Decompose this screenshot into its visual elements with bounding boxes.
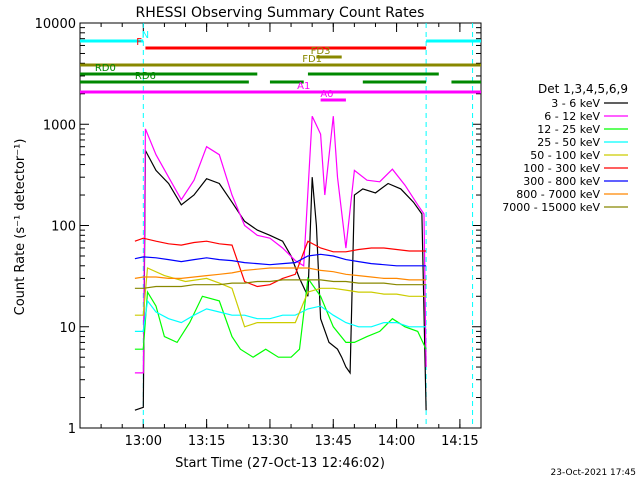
flag-label-fd3: FD3 — [311, 46, 331, 57]
x-tick-label-4: 14:00 — [378, 434, 415, 449]
flag-label-fd1: FD1 — [302, 54, 322, 65]
flag-label-rd0: RD0 — [95, 63, 116, 74]
legend-label-7: 800 - 7000 keV — [516, 188, 600, 201]
x-tick-label-0: 13:00 — [125, 434, 162, 449]
flag-label-a0: A0 — [320, 89, 333, 100]
flag-label-n: N — [142, 30, 149, 41]
series-line-0 — [134, 150, 427, 411]
legend-label-3: 25 - 50 keV — [537, 136, 600, 149]
y-tick-label-0: 1 — [68, 422, 76, 437]
flag-label-rd6: RD6 — [135, 71, 156, 82]
y-tick-label-4: 10000 — [35, 17, 76, 32]
y-tick-label-1: 10 — [59, 321, 76, 336]
y-tick-label-3: 1000 — [43, 118, 76, 133]
series-line-5 — [134, 237, 427, 288]
x-tick-label-3: 13:45 — [315, 434, 352, 449]
series-line-2 — [134, 276, 427, 358]
series-line-8 — [134, 279, 427, 289]
legend-label-2: 12 - 25 keV — [537, 123, 600, 136]
legend-title: Det 1,3,4,5,6,9 — [538, 82, 628, 96]
x-tick-label-5: 14:15 — [441, 434, 478, 449]
flag-label-a1: A1 — [297, 81, 310, 92]
legend-label-1: 6 - 12 keV — [544, 110, 600, 123]
y-tick-label-2: 100 — [51, 220, 76, 235]
chart-title: RHESSI Observing Summary Count Rates — [136, 5, 425, 21]
series-line-7 — [134, 267, 427, 281]
legend-label-8: 7000 - 15000 keV — [502, 201, 600, 214]
series-line-6 — [134, 253, 427, 267]
legend-label-4: 50 - 100 keV — [530, 149, 600, 162]
legend-label-5: 100 - 300 keV — [523, 162, 600, 175]
x-tick-label-2: 13:30 — [251, 434, 288, 449]
flag-label-f: F — [136, 37, 142, 48]
timestamp: 23-Oct-2021 17:45 — [551, 468, 636, 478]
legend-label-0: 3 - 6 keV — [551, 97, 600, 110]
x-axis-label: Start Time (27-Oct-13 12:46:02) — [175, 456, 385, 471]
y-axis-label: Count Rate (s⁻¹ detector⁻¹) — [13, 139, 28, 316]
plot-frame — [79, 22, 482, 429]
plot-area: 1 10 100 1000 10000 13:00 13:15 13:30 13:45 14:00… — [35, 17, 482, 449]
series-line-4 — [134, 267, 427, 328]
x-tick-label-1: 13:15 — [188, 434, 225, 449]
legend-label-6: 300 - 800 keV — [523, 175, 600, 188]
series-line-3 — [134, 299, 427, 332]
